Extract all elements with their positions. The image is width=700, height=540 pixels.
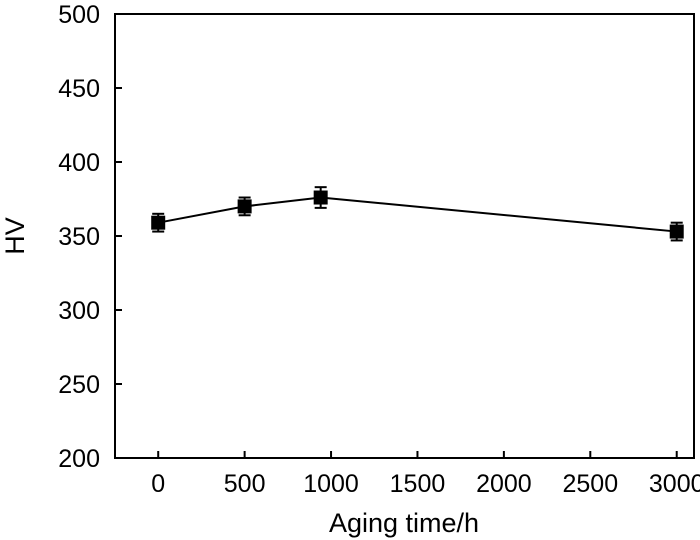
plot-frame <box>114 13 695 459</box>
y-tick-label: 450 <box>58 75 100 103</box>
data-point <box>313 186 328 209</box>
y-axis-title: HV <box>0 217 30 255</box>
x-tick-label: 1000 <box>303 470 359 498</box>
y-tick-label: 500 <box>58 1 100 29</box>
x-axis: 0 500 1000 1500 2000 2500 3000 <box>151 451 700 498</box>
y-tick-label: 200 <box>58 445 100 473</box>
square-marker <box>669 224 684 239</box>
x-tick-label: 2000 <box>476 470 532 498</box>
y-tick-label: 400 <box>58 149 100 177</box>
data-point <box>237 196 252 217</box>
y-tick-label: 250 <box>58 371 100 399</box>
x-tick-label: 3000 <box>649 470 700 498</box>
x-axis-title: Aging time/h <box>329 508 479 538</box>
square-marker <box>313 190 328 205</box>
x-tick-label: 500 <box>224 470 266 498</box>
x-tick-label: 0 <box>151 470 165 498</box>
y-tick-label: 350 <box>58 223 100 251</box>
y-axis: 200 250 300 350 400 450 500 <box>58 1 122 473</box>
data-point <box>151 212 166 233</box>
square-marker <box>151 215 166 230</box>
data-point <box>669 221 684 242</box>
series-line <box>158 196 677 233</box>
x-tick-label: 2500 <box>562 470 618 498</box>
y-tick-label: 300 <box>58 297 100 325</box>
square-marker <box>237 199 252 214</box>
series-layer <box>151 186 684 242</box>
x-tick-label: 1500 <box>390 470 446 498</box>
